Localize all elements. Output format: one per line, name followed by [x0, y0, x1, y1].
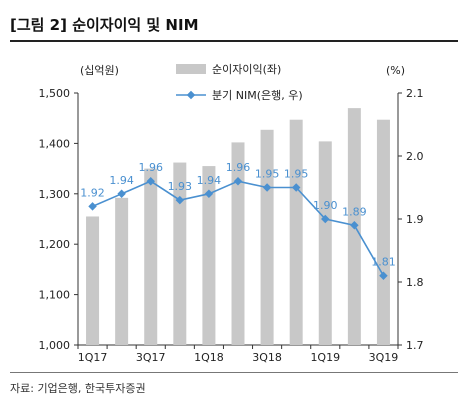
nim-point-4Q18: [291, 183, 301, 192]
left-tick-label: 1,100: [39, 289, 71, 302]
nim-point-3Q18: [262, 183, 272, 192]
nim-point-4Q17: [175, 195, 185, 205]
nim-point-3Q17: [146, 176, 155, 186]
left-tick-label: 1,200: [39, 238, 71, 251]
x-tick-label: 1Q19: [310, 351, 340, 364]
nim-bar-3Q19: [376, 119, 390, 345]
left-axis-unit: (십억원): [80, 64, 119, 77]
left-tick-label: 1,400: [39, 137, 71, 150]
source-note: 자료: 기업은행, 한국투자증권: [10, 382, 146, 395]
chart-title: [그림 2] 순이자이익 및 NIM: [10, 16, 199, 34]
right-axis-unit: (%): [386, 64, 405, 77]
right-tick-label: 1.7: [406, 339, 424, 352]
nim-bar-4Q18: [289, 119, 303, 345]
left-tick-label: 1,500: [39, 87, 71, 100]
nim-data-label: 1.89: [342, 205, 367, 218]
nim-data-label: 1.96: [226, 161, 251, 174]
nim-bar-2Q18: [231, 142, 245, 345]
x-tick-label: 3Q17: [136, 351, 166, 364]
nim-data-label: 1.92: [80, 186, 105, 199]
nim-bar-3Q17: [144, 168, 158, 345]
nim-bar-1Q17: [86, 216, 100, 345]
x-tick-label: 3Q18: [252, 351, 282, 364]
title-divider: [10, 40, 458, 42]
nim-bar-1Q18: [202, 166, 216, 345]
right-tick-label: 1.8: [406, 276, 424, 289]
left-tick-label: 1,000: [39, 339, 71, 352]
footer-divider: [10, 372, 458, 373]
right-tick-label: 1.9: [406, 213, 424, 226]
nim-point-3Q19: [379, 271, 388, 280]
nim-data-label: 1.90: [313, 199, 338, 212]
nim-point-1Q19: [321, 214, 330, 224]
left-tick-label: 1,300: [39, 188, 71, 201]
nim-data-label: 1.95: [255, 168, 280, 181]
legend-bar-swatch: [176, 64, 206, 74]
x-tick-label: 1Q18: [194, 351, 224, 364]
nim-bar-1Q19: [318, 141, 332, 345]
nim-data-label: 1.81: [371, 256, 396, 269]
x-tick-label: 1Q17: [78, 351, 108, 364]
right-tick-label: 2.0: [406, 150, 424, 163]
nim-point-1Q18: [204, 189, 214, 199]
legend-line-label: 분기 NIM(은행, 우): [212, 89, 303, 102]
nim-point-2Q18: [233, 176, 243, 186]
right-tick-label: 2.1: [406, 87, 424, 100]
nim-bar-4Q17: [173, 162, 187, 345]
x-tick-label: 3Q19: [369, 351, 399, 364]
nim-point-2Q19: [350, 221, 359, 230]
nim-point-1Q17: [88, 202, 97, 211]
legend-bar-label: 순이자이익(좌): [212, 63, 281, 76]
nim-data-label: 1.94: [197, 174, 222, 187]
nim-data-label: 1.94: [109, 174, 134, 187]
nim-data-label: 1.96: [138, 161, 163, 174]
nim-data-label: 1.93: [168, 180, 193, 193]
nim-bar-2Q17: [115, 197, 129, 345]
nim-point-2Q17: [117, 189, 126, 199]
nim-bar-3Q18: [260, 129, 274, 345]
legend-line-marker: [186, 90, 196, 100]
nim-data-label: 1.95: [284, 168, 309, 181]
